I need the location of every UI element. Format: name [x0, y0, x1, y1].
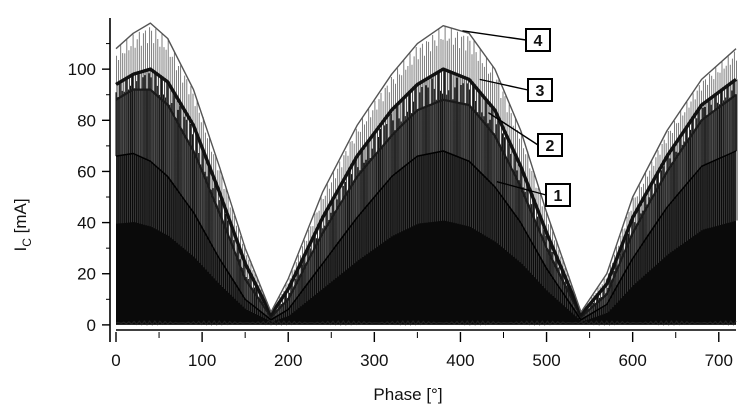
y-tick-label-40: 40: [77, 214, 96, 233]
baseline-trace: [115, 319, 737, 326]
series-1-envelope: [115, 150, 737, 321]
callout-box-3: [527, 78, 553, 102]
callout-box-2: [537, 133, 563, 157]
callout-label-3: 3: [536, 83, 545, 100]
y-tick-label-60: 60: [77, 162, 96, 181]
x-tick-label-600: 600: [618, 351, 646, 370]
x-tick-label-0: 0: [111, 351, 120, 370]
tick-labels: 0 100 200 300 400 500 600 700 0 20 40 60 80 100: [68, 60, 733, 370]
x-axis-label: Phase [°]: [373, 385, 442, 404]
y-tick-label-20: 20: [77, 265, 96, 284]
callout-leader-2: [487, 112, 539, 146]
x-tick-label-100: 100: [188, 351, 216, 370]
callout-box-1: [545, 183, 571, 207]
x-tick-label-400: 400: [446, 351, 474, 370]
callout-leader-1: [496, 180, 547, 196]
tick-marks: [102, 43, 720, 342]
series-1-area: [116, 150, 736, 325]
y-tick-label-100: 100: [68, 60, 96, 79]
x-tick-label-500: 500: [532, 351, 560, 370]
callout-label-4: 4: [534, 33, 543, 50]
x-tick-label-300: 300: [360, 351, 388, 370]
y-axis-label-sub: C: [20, 238, 34, 247]
envelope-lines: [115, 22, 738, 326]
callout-leader-4: [462, 30, 527, 41]
callout-box-4: [525, 28, 551, 52]
series-3-envelope: [115, 67, 738, 317]
series-2-envelope: [115, 88, 737, 319]
callout-label-2: 2: [546, 138, 555, 155]
signal-fill: [116, 150, 736, 325]
x-tick-label-700: 700: [705, 351, 733, 370]
y-axis-label-unit: [mA]: [11, 198, 30, 238]
axes: [109, 18, 736, 342]
series-4-envelope: [115, 22, 737, 313]
y-tick-label-0: 0: [87, 316, 96, 335]
y-axis-label-main: I: [11, 247, 30, 252]
y-tick-label-80: 80: [77, 111, 96, 130]
y-axis-label: IC [mA]: [11, 198, 34, 251]
callout-label-1: 1: [554, 188, 563, 205]
x-tick-label-200: 200: [274, 351, 302, 370]
callout-leader-3: [479, 78, 529, 91]
hatch-dark: [115, 69, 737, 320]
series-callouts: 4 3 2 1: [462, 28, 571, 207]
